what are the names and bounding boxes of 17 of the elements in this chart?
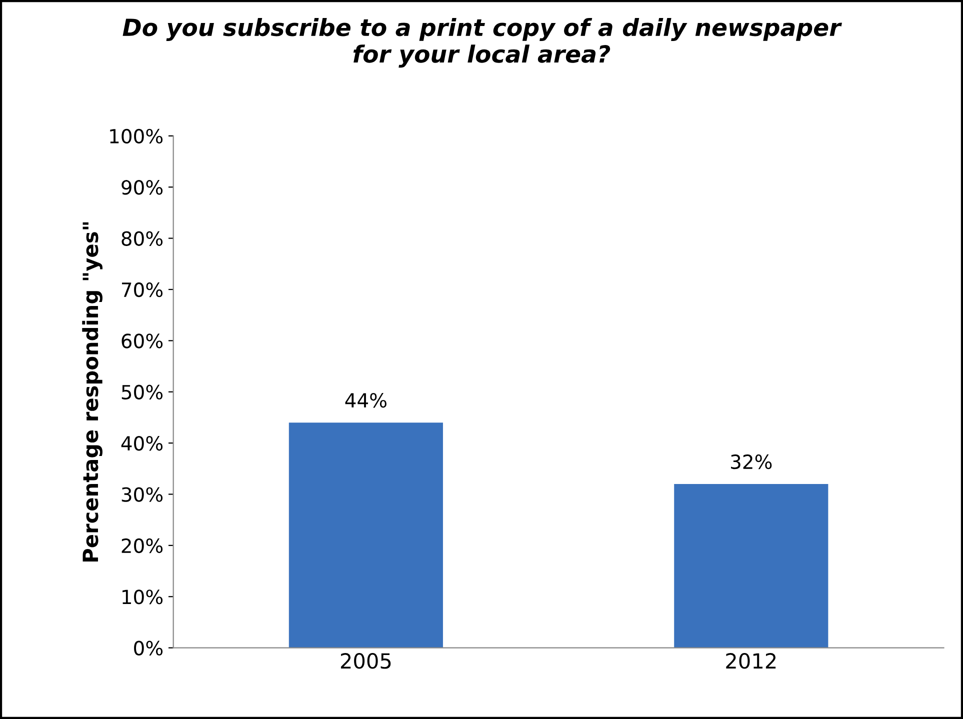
data-label: 44% (345, 392, 386, 408)
y-tick-label: 20% (122, 538, 163, 554)
data-label: 32% (731, 454, 772, 470)
y-tick-label: 10% (122, 590, 163, 604)
y-tick-label: 40% (121, 436, 163, 451)
y-tick-label: 30% (122, 487, 163, 502)
y-tick-label: 80% (122, 231, 163, 246)
y-tick-label: 90% (122, 180, 163, 195)
y-tick-label: 70% (122, 282, 163, 298)
x-tick-label: 2005 (340, 653, 391, 669)
y-axis-title: Percentage responding "yes" (82, 222, 102, 562)
chart-title: Do you subscribe to a print copy of a daily newspaper for your local area? (122, 18, 842, 68)
y-tick-label: 50% (122, 384, 163, 400)
x-tick-label: 2012 (726, 653, 776, 669)
y-tick-label: 100% (110, 128, 163, 144)
y-tick-label: 60% (122, 334, 163, 348)
y-tick-label: 0% (134, 640, 163, 656)
